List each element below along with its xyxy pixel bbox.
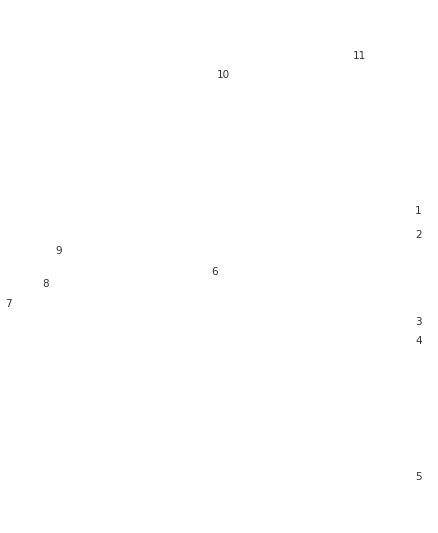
Text: 8: 8 <box>42 279 49 288</box>
Text: 10: 10 <box>217 70 230 79</box>
Text: 1: 1 <box>415 206 422 215</box>
Text: 7: 7 <box>5 299 12 309</box>
Text: 9: 9 <box>56 246 63 255</box>
Text: 2: 2 <box>415 230 422 239</box>
Text: 4: 4 <box>415 336 422 346</box>
Text: 11: 11 <box>353 51 366 61</box>
Text: 5: 5 <box>415 472 422 482</box>
Text: 3: 3 <box>415 318 422 327</box>
Text: 6: 6 <box>211 267 218 277</box>
